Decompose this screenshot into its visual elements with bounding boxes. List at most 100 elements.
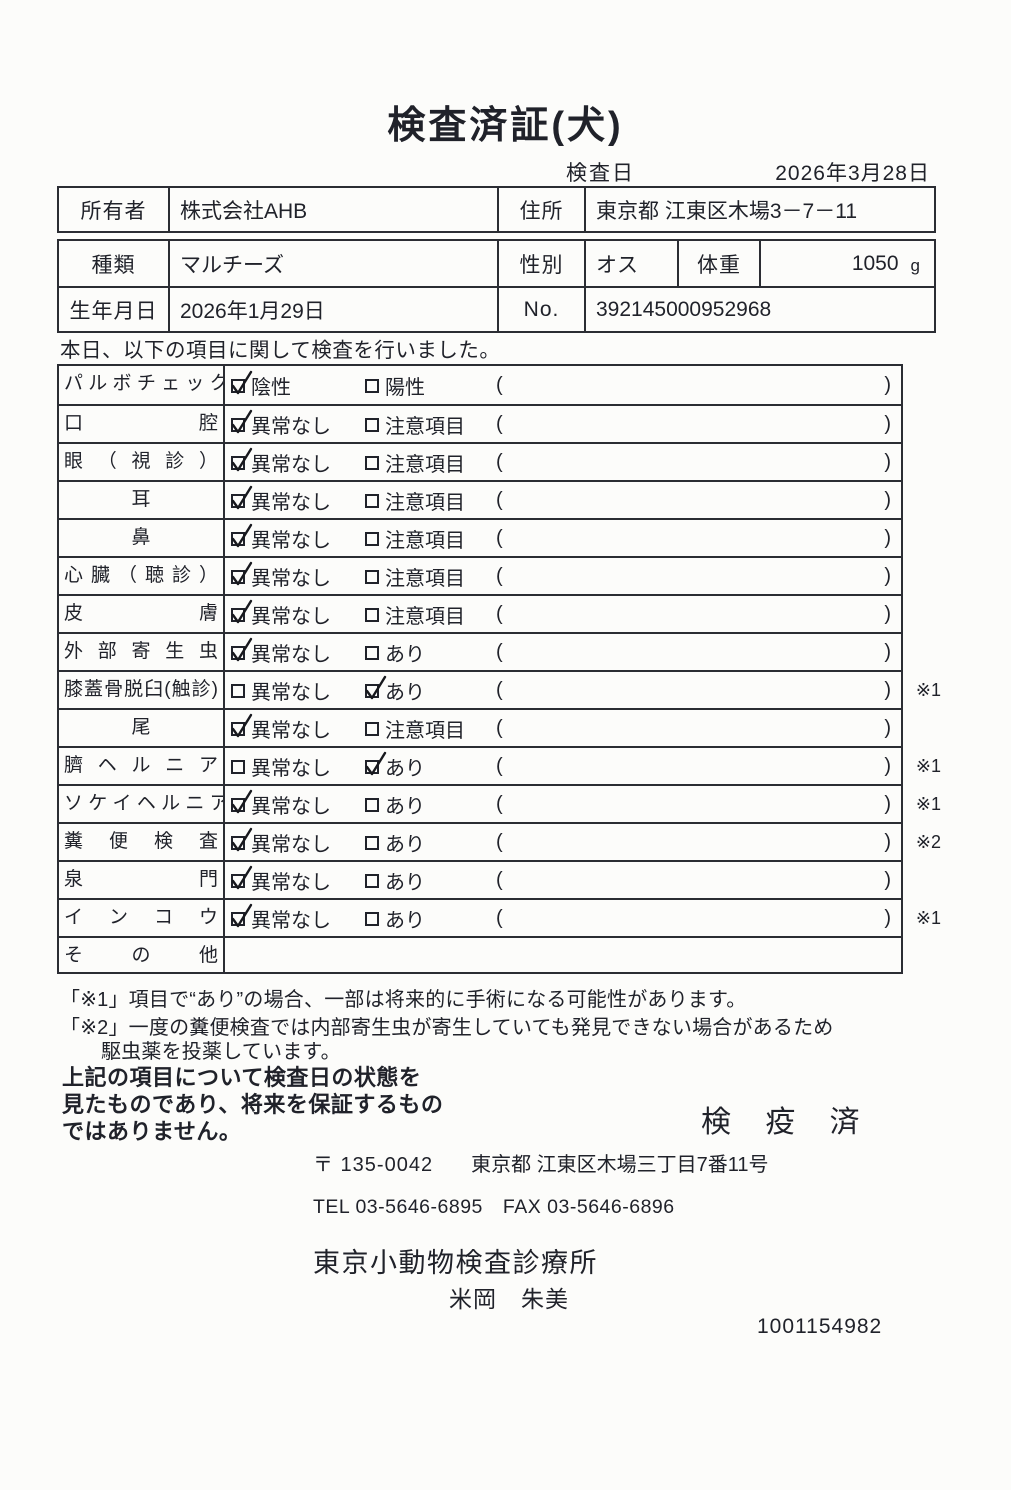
exam-option-2-label: あり (385, 833, 425, 856)
quarantine-passed-stamp: 検 疫 済 (701, 1106, 873, 1139)
paren-open: ( (496, 830, 503, 853)
checkmark-icon (231, 485, 253, 509)
exam-option-2-label: 注意項目 (385, 453, 465, 476)
postal-code: 〒 135-0042 (313, 1154, 434, 1176)
exam-item-content: 異常なし 注意項目 ( ) (225, 710, 901, 746)
checkmark-icon (231, 713, 253, 737)
checkbox-icon (365, 835, 379, 850)
intro-text: 本日、以下の項目に関して検査を行いました。 (60, 339, 501, 362)
birthdate-label: 生年月日 (69, 299, 158, 323)
exam-option-2: あり (365, 866, 496, 895)
checkbox-icon (365, 531, 379, 546)
exam-option-1: 異常なし (231, 599, 365, 629)
checkbox-icon (365, 607, 379, 622)
exam-row: 皮 膚 異常なし 注意項目 ( ) (59, 594, 901, 632)
exam-item-label: 皮 膚 (59, 596, 225, 632)
exam-item-content: 異常なし あり ( ) (225, 900, 901, 936)
checkbox-icon (365, 751, 387, 775)
exam-option-1: 異常なし (231, 676, 365, 705)
exam-option-2: 注意項目 (365, 486, 496, 515)
exam-row: 耳 異常なし 注意項目 ( ) (59, 480, 901, 518)
birthdate-value: 2026年1月29日 (168, 288, 497, 331)
exam-row: 尾 異常なし 注意項目 ( ) (59, 708, 901, 746)
checkbox-icon (365, 675, 387, 699)
exam-option-1-label: 異常なし (251, 871, 331, 894)
checkbox-icon (365, 493, 379, 508)
exam-row: イ ン コ ウ 異常なし あり ( ) ※1 (59, 898, 941, 936)
clinic-name: 東京小動物検査診療所 (313, 1248, 598, 1278)
exam-option-2-label: あり (385, 681, 425, 704)
checkbox-icon (365, 873, 379, 888)
paren-open: ( (496, 564, 503, 587)
exam-option-1-label: 異常なし (251, 833, 331, 856)
checkbox-icon (231, 683, 245, 698)
checkmark-icon (231, 827, 253, 851)
owner-value: 株式会社AHB (168, 188, 497, 231)
exam-option-2: 注意項目 (365, 410, 496, 439)
paren-close: ) (884, 830, 891, 853)
clinic-contact-line: TEL 03-5646-6895 FAX 03-5646-6896 (313, 1196, 675, 1219)
exam-row: 鼻 異常なし 注意項目 ( ) (59, 518, 901, 556)
exam-option-1: 異常なし (231, 523, 365, 553)
exam-option-2: あり (365, 638, 496, 667)
exam-item-label: そ の 他 (59, 938, 225, 972)
exam-option-2-label: 注意項目 (385, 415, 465, 438)
paren-open: ( (496, 678, 503, 701)
address-label: 住所 (497, 188, 584, 231)
checkbox-icon (365, 797, 379, 812)
exam-item-content (225, 938, 901, 972)
exam-option-1-label: 異常なし (251, 719, 331, 742)
paren-open: ( (496, 412, 503, 435)
disclaimer-line-1: 上記の項目について検査日の状態を (62, 1065, 422, 1090)
exam-option-2-label: 注意項目 (385, 719, 465, 742)
exam-option-1: 異常なし (231, 485, 365, 515)
exam-row: 膝蓋骨脱臼(触診) 異常なし あり ( ) ※1 (59, 670, 941, 708)
paren-close: ) (884, 373, 891, 396)
exam-option-2: あり (365, 751, 496, 781)
checkmark-icon (231, 865, 253, 889)
footnote-mark: ※1 (915, 794, 941, 814)
exam-item-label: イ ン コ ウ (59, 900, 225, 936)
exam-item-label: 尾 (59, 710, 225, 746)
pet-row-2: 生年月日 2026年1月29日 No. 392145000952968 (59, 286, 934, 331)
exam-item-content: 異常なし 注意項目 ( ) (225, 444, 901, 480)
clinic-address-line: 〒 135-0042 東京都 江東区木場三丁目7番11号 (313, 1148, 769, 1177)
footnote-mark: ※1 (915, 908, 941, 928)
exam-row: 臍 ヘ ル ニ ア 異常なし あり ( ) ※1 (59, 746, 941, 784)
checkbox-icon (231, 637, 253, 661)
exam-row: 糞 便 検 査 異常なし あり ( ) ※2 (59, 822, 941, 860)
exam-option-2-label: 陽性 (385, 376, 425, 399)
checkmark-icon (365, 751, 387, 775)
exam-item-content: 異常なし 注意項目 ( ) (225, 558, 901, 594)
exam-row: ソ ケ イ ヘ ル ニ ア 異常なし あり ( ) ※1 (59, 784, 941, 822)
paren-open: ( (496, 868, 503, 891)
exam-item-label: 心 臓 （ 聴 診 ） (59, 558, 225, 594)
clinic-tel: TEL 03-5646-6895 (313, 1196, 483, 1218)
exam-item-label: 臍 ヘ ル ニ ア (59, 748, 225, 784)
checkmark-icon (231, 561, 253, 585)
paren-open: ( (496, 373, 503, 396)
paren-open: ( (496, 792, 503, 815)
exam-item-content: 異常なし 注意項目 ( ) (225, 482, 901, 518)
exam-option-1: 異常なし (231, 827, 365, 857)
breed-value: マルチーズ (168, 241, 497, 286)
sex-value: オス (584, 241, 677, 286)
owner-row: 所有者 株式会社AHB 住所 東京都 江東区木場3－7－11 (59, 188, 934, 231)
exam-row: 口 腔 異常なし 注意項目 ( ) (59, 404, 901, 442)
exam-option-2: 注意項目 (365, 562, 496, 591)
exam-option-2-label: あり (385, 757, 425, 780)
exam-option-1: 陰性 (231, 370, 365, 400)
exam-option-1: 異常なし (231, 752, 365, 781)
inspection-date-value: 2026年3月28日 (775, 162, 930, 185)
paren-close: ) (884, 450, 891, 473)
checkbox-icon (231, 759, 245, 774)
veterinarian-name: 米岡 朱美 (449, 1286, 569, 1312)
footnote-mark: ※2 (915, 832, 941, 852)
exam-item-content: 異常なし あり ( ) (225, 672, 901, 708)
page-title: 検査済証(犬) (387, 105, 624, 147)
paren-close: ) (884, 716, 891, 739)
exam-option-2-label: 注意項目 (385, 567, 465, 590)
serial-number: 1001154982 (757, 1315, 883, 1338)
exam-option-1: 異常なし (231, 561, 365, 591)
